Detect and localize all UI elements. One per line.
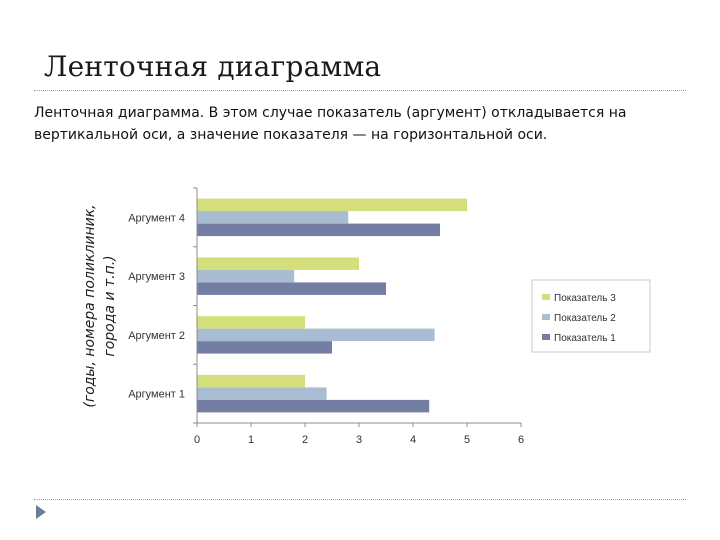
bar-Показатель 1-Аргумент 3 bbox=[197, 282, 386, 295]
body-line-1: Ленточная диаграмма. В этом случае показ… bbox=[34, 105, 627, 121]
bar-Показатель 2-Аргумент 4 bbox=[197, 211, 349, 224]
legend-box bbox=[531, 279, 651, 353]
triangle-right-icon[interactable] bbox=[36, 505, 46, 519]
y-tick-label: Аргумент 1 bbox=[128, 389, 185, 401]
slide-body-text: Ленточная диаграмма. В этом случае показ… bbox=[34, 102, 684, 146]
bar-Показатель 1-Аргумент 1 bbox=[197, 399, 430, 413]
x-tick-label: 4 bbox=[410, 434, 416, 446]
y-axis-label-line-2: города и т.п.) bbox=[102, 255, 118, 356]
x-tick-label: 5 bbox=[464, 434, 470, 446]
title-divider bbox=[34, 90, 686, 91]
bar-Показатель 3-Аргумент 1 bbox=[197, 374, 305, 388]
legend-label: Показатель 2 bbox=[554, 313, 616, 324]
bar-Показатель 1-Аргумент 2 bbox=[197, 341, 332, 354]
bar-Показатель 3-Аргумент 4 bbox=[197, 198, 467, 212]
bar-Показатель 2-Аргумент 2 bbox=[197, 328, 435, 342]
y-tick-label: Аргумент 4 bbox=[128, 212, 185, 224]
bar-chart: (годы, номера поликлиник, города и т.п.) А… bbox=[70, 180, 670, 460]
x-tick-label: 3 bbox=[356, 434, 362, 446]
bar-chart-svg: (годы, номера поликлиник, города и т.п.) А… bbox=[82, 187, 651, 446]
x-tick-label: 0 bbox=[194, 434, 200, 446]
legend-label: Показатель 1 bbox=[554, 333, 616, 344]
footer-divider bbox=[34, 499, 686, 500]
legend-label: Показатель 3 bbox=[554, 293, 616, 304]
bar-Показатель 2-Аргумент 1 bbox=[197, 387, 327, 400]
bar-Показатель 1-Аргумент 4 bbox=[197, 223, 440, 237]
x-tick-label: 1 bbox=[248, 434, 254, 446]
legend-swatch bbox=[542, 294, 550, 300]
bar-Показатель 2-Аргумент 3 bbox=[197, 269, 295, 283]
slide-title: Ленточная диаграмма bbox=[44, 50, 382, 83]
y-tick-label: Аргумент 3 bbox=[128, 271, 185, 283]
x-tick-label: 2 bbox=[302, 434, 308, 446]
bar-Показатель 3-Аргумент 3 bbox=[197, 257, 359, 270]
y-axis-label-line-1: (годы, номера поликлиник, bbox=[82, 204, 98, 407]
body-line-2: вертикальной оси, а значение показателя … bbox=[34, 127, 548, 143]
x-tick-label: 6 bbox=[518, 434, 524, 446]
y-tick-label: Аргумент 2 bbox=[128, 330, 185, 342]
bar-Показатель 3-Аргумент 2 bbox=[197, 316, 305, 329]
legend-swatch bbox=[542, 314, 550, 320]
legend-swatch bbox=[542, 334, 550, 340]
